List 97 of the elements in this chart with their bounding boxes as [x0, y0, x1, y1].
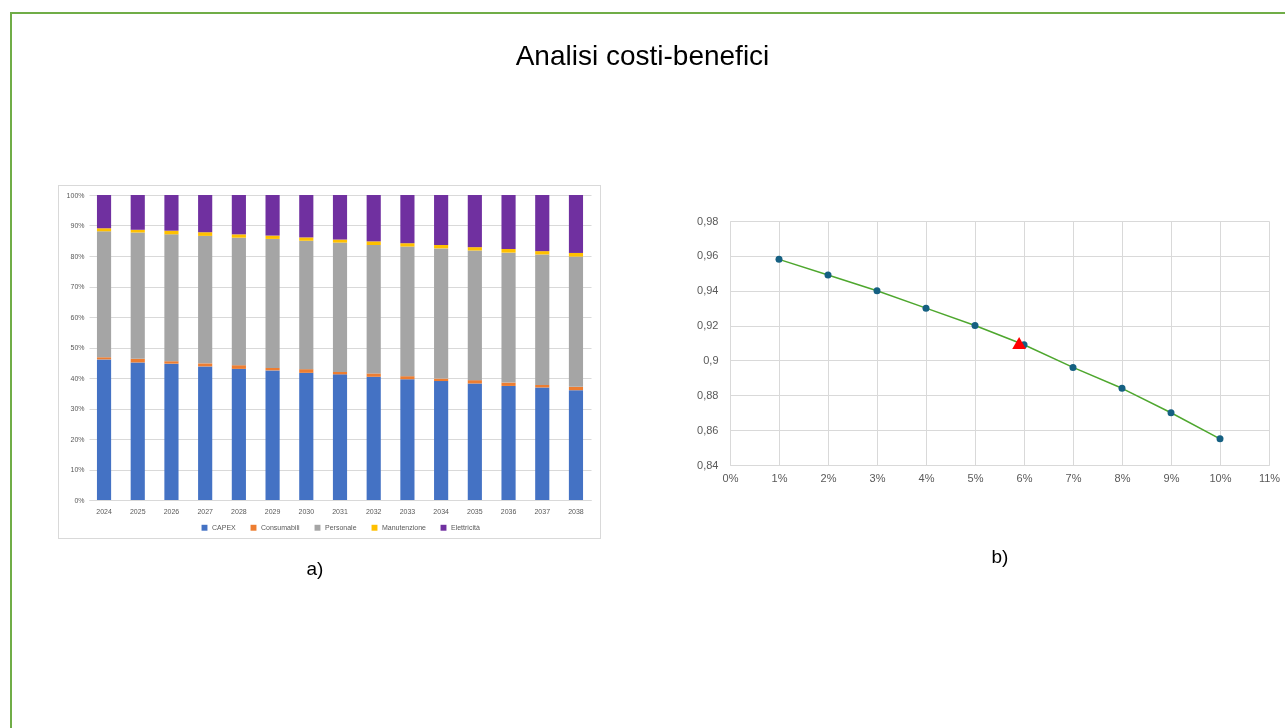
- bar: [501, 195, 516, 249]
- bar: [299, 195, 314, 238]
- bar: [400, 243, 415, 247]
- bar: [501, 382, 516, 386]
- y-tick-label: 0,96: [697, 249, 719, 262]
- bar: [400, 195, 415, 244]
- y-tick-label: 0,88: [697, 388, 719, 401]
- bar: [164, 363, 179, 500]
- x-tick-label: 1%: [771, 471, 788, 484]
- x-tick-label: 2%: [820, 471, 837, 484]
- bar: [400, 379, 415, 500]
- bar: [96, 357, 112, 360]
- point: [971, 322, 979, 330]
- bar: [130, 229, 145, 233]
- x-tick-label: 5%: [967, 471, 984, 484]
- bar: [198, 235, 213, 364]
- bar: [535, 254, 550, 386]
- bar: [434, 248, 449, 379]
- bar: [96, 359, 112, 500]
- x-tick-label: 10%: [1209, 471, 1232, 484]
- x-tick-label: 4%: [918, 471, 935, 484]
- bar: [434, 381, 449, 500]
- bar: [231, 365, 246, 369]
- bar: [332, 239, 348, 243]
- bar: [568, 256, 584, 387]
- bar: [366, 245, 381, 374]
- bar: [332, 195, 348, 240]
- bar: [501, 385, 516, 500]
- bar: [366, 376, 381, 500]
- bar: [231, 368, 246, 500]
- point: [775, 255, 783, 263]
- bar: [164, 195, 179, 231]
- bar: [467, 250, 482, 381]
- bar: [231, 237, 246, 366]
- point: [922, 304, 930, 312]
- point: [824, 271, 832, 279]
- bar: [231, 195, 246, 235]
- point: [1216, 435, 1224, 443]
- bar: [198, 366, 213, 500]
- y-tick-label: 0,98: [697, 214, 719, 227]
- y-tick-label: 0,86: [697, 423, 719, 436]
- text: b): [990, 546, 1010, 568]
- bar: [568, 195, 584, 253]
- y-tick-label: 0,9: [703, 353, 719, 366]
- bar: [231, 234, 246, 238]
- text: a): [305, 558, 325, 580]
- y-tick-label: 0,92: [697, 319, 719, 332]
- bar: [96, 195, 112, 229]
- bar: [265, 195, 280, 236]
- point: [1118, 384, 1126, 392]
- bar: [332, 242, 348, 372]
- bar: [332, 374, 348, 500]
- bar: [130, 195, 145, 230]
- x-tick-label: 7%: [1065, 471, 1082, 484]
- bar: [299, 372, 314, 500]
- bar: [164, 361, 179, 364]
- bar: [434, 195, 449, 246]
- y-tick-label: 0,84: [697, 458, 719, 471]
- bar: [366, 241, 381, 246]
- x-tick-label: 11%: [1258, 471, 1281, 484]
- bar: [535, 387, 550, 500]
- bar: [400, 246, 415, 377]
- x-tick-label: 0%: [722, 471, 739, 484]
- bar: [96, 231, 112, 358]
- x-tick-label: 8%: [1114, 471, 1131, 484]
- bar: [265, 238, 280, 368]
- bar: [568, 390, 584, 500]
- bar: [299, 240, 314, 370]
- point: [873, 287, 881, 295]
- bar: [568, 252, 584, 257]
- x-tick-label: 9%: [1163, 471, 1180, 484]
- bar: [299, 369, 314, 373]
- bar: [130, 232, 145, 359]
- x-tick-label: 3%: [869, 471, 886, 484]
- chart-title: Analisi costi-benefici: [514, 40, 771, 72]
- bar: [467, 195, 482, 248]
- bar: [130, 362, 145, 500]
- y-tick-label: 0,94: [697, 284, 719, 297]
- bar: [198, 363, 213, 367]
- bar: [366, 373, 381, 377]
- bar: [96, 228, 112, 232]
- bar: [467, 383, 482, 500]
- bar: [501, 252, 516, 383]
- point: [1069, 363, 1077, 371]
- x-tick-label: 6%: [1016, 471, 1033, 484]
- bar: [467, 247, 482, 251]
- point: [1167, 409, 1175, 417]
- bar: [164, 234, 179, 362]
- point: [1012, 337, 1026, 349]
- bar: [501, 248, 516, 253]
- bar: [535, 195, 550, 252]
- bar: [299, 237, 314, 241]
- bar: [366, 195, 381, 242]
- bar: [400, 376, 415, 380]
- bar: [198, 232, 213, 236]
- bar: [198, 195, 213, 233]
- bar: [265, 370, 280, 500]
